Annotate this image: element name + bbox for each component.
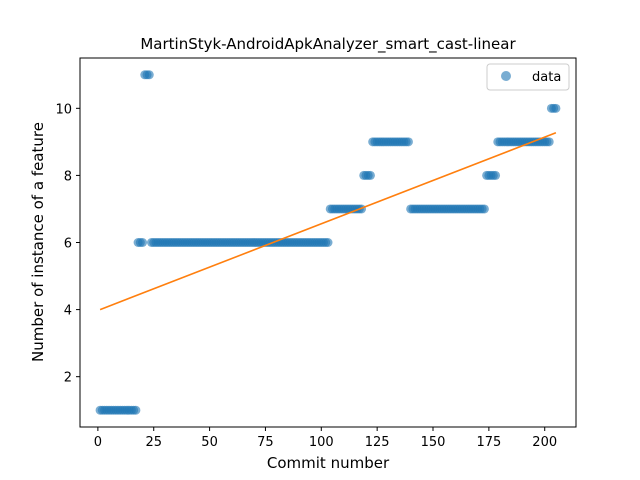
- y-tick-label: 2: [64, 371, 72, 386]
- x-tick-label: 125: [365, 435, 390, 450]
- x-axis-label: Commit number: [267, 454, 390, 472]
- x-tick-label: 100: [309, 435, 334, 450]
- y-tick-label: 6: [64, 237, 72, 252]
- legend-label-data: data: [532, 70, 561, 85]
- fit-line: [99, 132, 557, 311]
- x-tick-label: 25: [145, 435, 162, 450]
- y-tick-label: 8: [64, 169, 72, 184]
- x-axis-ticks: 0 25 50 75 100 125 150 175 200: [94, 427, 557, 450]
- data-point: [403, 137, 413, 147]
- data-point: [544, 137, 554, 147]
- data-point: [551, 103, 561, 113]
- data-point: [138, 238, 148, 247]
- data-point: [479, 204, 489, 214]
- chart-title: MartinStyk-AndroidApkAnalyzer_smart_cast…: [140, 35, 516, 54]
- x-tick-label: 0: [94, 435, 102, 450]
- x-tick-label: 175: [476, 435, 501, 450]
- y-axis-ticks: 2 4 6 8 10: [55, 102, 80, 386]
- y-tick-label: 10: [55, 102, 72, 117]
- x-tick-label: 150: [421, 435, 446, 450]
- x-tick-label: 200: [532, 435, 557, 450]
- x-tick-label: 50: [201, 435, 218, 450]
- data-point: [323, 238, 333, 247]
- legend-box: [486, 63, 570, 91]
- data-point: [365, 170, 375, 180]
- data-point: [144, 70, 154, 80]
- data-point: [131, 405, 141, 415]
- y-axis-label: Number of instance of a feature: [29, 122, 47, 362]
- data-point: [491, 170, 501, 180]
- legend: data: [486, 63, 570, 91]
- x-tick-label: 75: [257, 435, 274, 450]
- legend-marker-data: [501, 71, 511, 81]
- plot-contents: [95, 70, 561, 415]
- y-tick-label: 4: [64, 304, 72, 319]
- plot-frame: [79, 57, 577, 428]
